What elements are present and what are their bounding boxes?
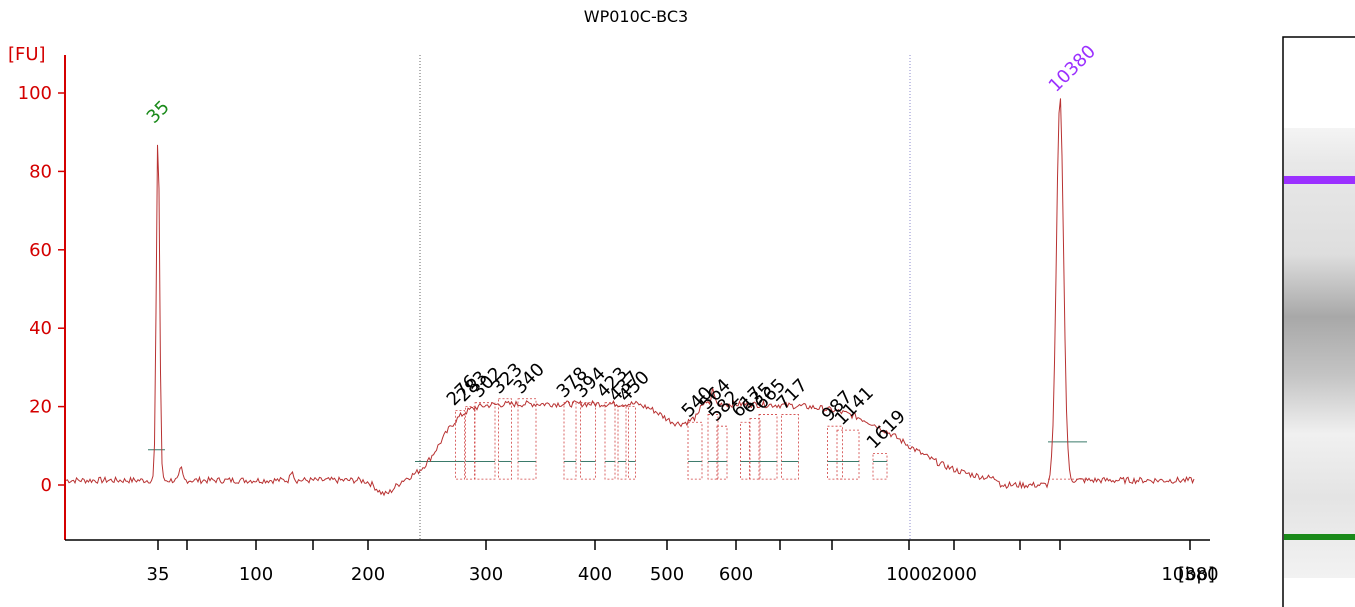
y-tick-label: 0 — [41, 475, 52, 496]
ladder-label: 35 — [143, 97, 174, 128]
region-boundaries — [419, 55, 911, 540]
x-axis-label: [bp] — [1178, 564, 1215, 585]
y-ticks: 0 20 40 60 80 100 — [18, 83, 65, 496]
peak-box — [474, 402, 496, 480]
peak-box — [517, 398, 537, 480]
y-axis-label: [FU] — [8, 44, 46, 65]
x-tick-label: 400 — [578, 564, 612, 585]
x-tick-label: 500 — [650, 564, 684, 585]
peak-box — [563, 402, 577, 480]
x-tick-label: 1000 — [886, 564, 932, 585]
y-tick-label: 80 — [29, 161, 52, 182]
y-tick-label: 100 — [18, 83, 52, 104]
x-ticks: 35 100 200 300 400 500 600 1000 2000 10380 — [147, 540, 1219, 585]
x-tick-label: 200 — [351, 564, 385, 585]
peak-box — [836, 429, 860, 480]
peak-box — [749, 417, 761, 480]
peak-box — [617, 406, 627, 480]
upper-marker-band — [1284, 176, 1355, 184]
x-tick-label: 600 — [719, 564, 753, 585]
ladder-labels: 35 10380 — [143, 41, 1100, 128]
gel-lane — [1282, 36, 1355, 607]
peak-integration-boxes — [455, 398, 888, 480]
y-tick-label: 20 — [29, 397, 52, 418]
peak-box — [827, 425, 843, 480]
peak-label: 1619 — [863, 406, 910, 453]
peak-box — [580, 402, 596, 480]
fluorescence-trace — [65, 98, 1195, 497]
y-tick-label: 40 — [29, 318, 52, 339]
y-tick-label: 60 — [29, 240, 52, 261]
peak-box — [872, 453, 888, 480]
x-tick-label: 100 — [239, 564, 273, 585]
peak-baselines — [148, 441, 1087, 480]
lower-marker-band — [1284, 534, 1355, 540]
peak-box — [498, 398, 512, 480]
chart-title: WP010C-BC3 — [584, 7, 688, 26]
x-tick-label: 2000 — [931, 564, 977, 585]
peak-box — [716, 425, 728, 480]
peak-box — [604, 402, 616, 480]
peak-box — [628, 406, 636, 480]
peak-box — [740, 421, 750, 480]
peak-box — [707, 414, 719, 480]
peak-box — [465, 406, 475, 480]
x-tick-label: 300 — [469, 564, 503, 585]
ladder-label: 10380 — [1045, 41, 1100, 96]
x-tick-label: 35 — [147, 564, 170, 585]
peak-box — [455, 410, 465, 480]
peak-box — [781, 414, 799, 480]
x-tick-label: 10380 — [1161, 564, 1218, 585]
peak-box — [687, 421, 703, 480]
peak-box — [758, 414, 778, 480]
